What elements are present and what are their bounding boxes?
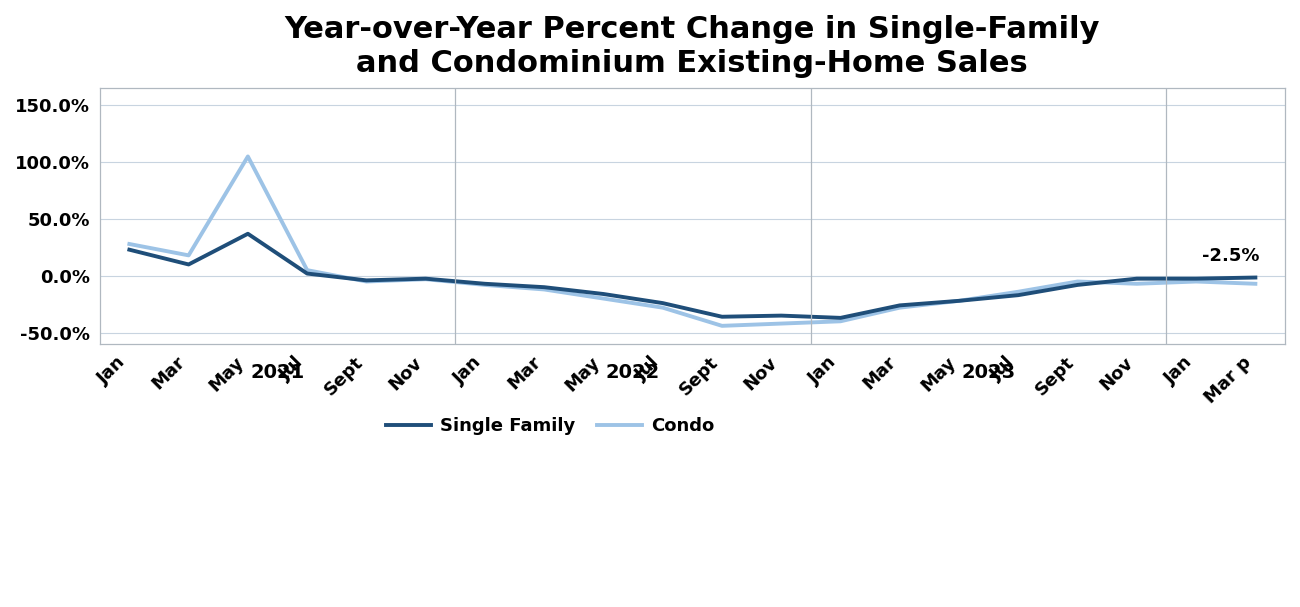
Single Family [1188,275,1204,282]
Line: Single Family: Single Family [130,234,1256,318]
Single Family [1128,275,1144,282]
Condo [122,240,138,248]
Single Family [1070,281,1085,288]
Condo [595,295,611,302]
Text: -2.5%: -2.5% [1202,247,1260,265]
Condo [1010,288,1026,296]
Single Family [299,270,315,277]
Text: 2021: 2021 [251,364,304,382]
Condo [181,252,196,259]
Single Family [240,230,256,237]
Single Family [477,280,493,288]
Condo [240,153,256,160]
Text: 2022: 2022 [606,364,660,382]
Condo [537,286,552,293]
Single Family [181,261,196,268]
Single Family [1248,274,1264,281]
Condo [299,266,315,274]
Condo [1070,278,1085,285]
Single Family [122,246,138,253]
Condo [1128,280,1144,288]
Condo [477,281,493,288]
Line: Condo: Condo [130,157,1256,326]
Condo [892,304,907,311]
Legend: Single Family, Condo: Single Family, Condo [378,410,722,443]
Single Family [655,299,671,307]
Condo [952,297,967,305]
Single Family [952,297,967,305]
Single Family [892,302,907,309]
Single Family [359,277,374,284]
Single Family [417,275,433,282]
Condo [774,320,789,327]
Condo [714,322,729,330]
Single Family [1010,291,1026,299]
Single Family [595,290,611,297]
Condo [417,276,433,283]
Condo [359,278,374,285]
Single Family [774,312,789,319]
Single Family [714,313,729,320]
Text: 2023: 2023 [962,364,1015,382]
Condo [833,317,849,325]
Title: Year-over-Year Percent Change in Single-Family
and Condominium Existing-Home Sal: Year-over-Year Percent Change in Single-… [285,15,1100,78]
Single Family [833,314,849,322]
Single Family [537,283,552,291]
Condo [655,304,671,311]
Condo [1248,280,1264,288]
Condo [1188,278,1204,285]
